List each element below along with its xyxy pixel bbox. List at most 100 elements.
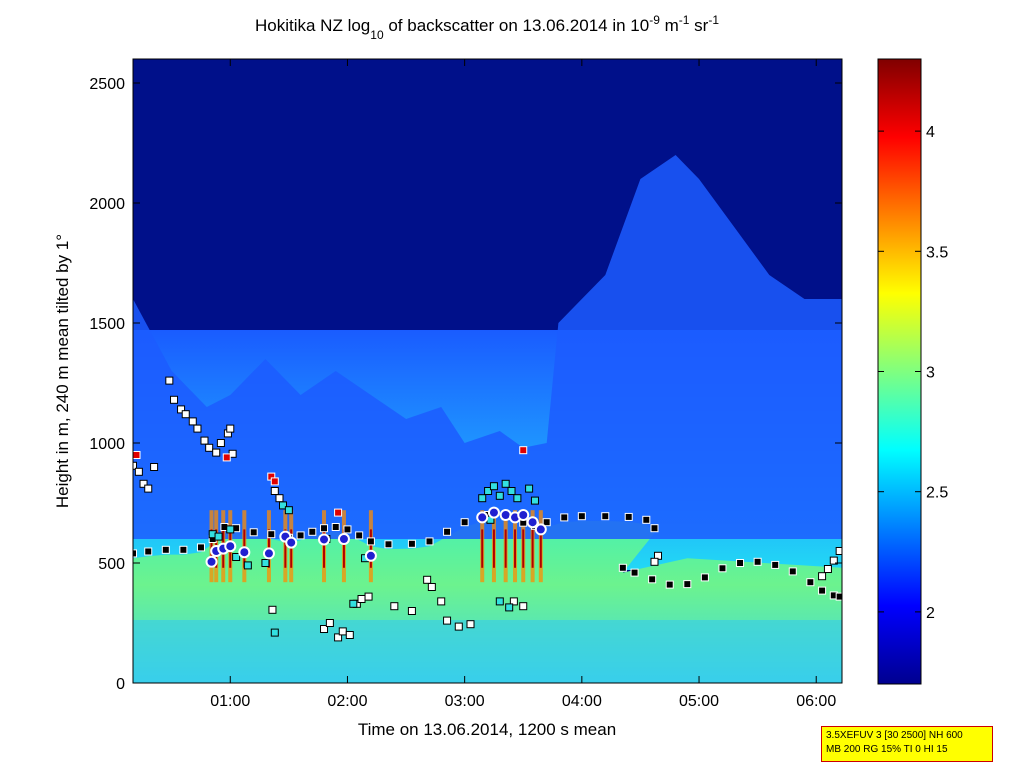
cyan-square-marker <box>261 559 270 567</box>
heatmap-scatter-region <box>133 155 842 539</box>
colorbar-tick-label: 4 <box>926 124 935 141</box>
black-square-marker <box>577 512 586 521</box>
white-square-marker <box>519 602 528 611</box>
backscatter-streak-core <box>290 529 293 568</box>
blue-circle-marker <box>517 509 530 521</box>
y-tick-label: 1500 <box>89 316 125 333</box>
cyan-square-marker <box>484 487 493 495</box>
black-square-marker <box>296 531 305 540</box>
cyan-square-marker <box>214 532 223 541</box>
backscatter-streak-core <box>504 529 507 568</box>
black-square-marker <box>683 580 692 589</box>
blue-circle-marker <box>487 506 500 519</box>
white-square-marker <box>427 583 436 591</box>
colorbar-tick-label: 3 <box>926 365 935 382</box>
blue-circle-marker <box>534 523 547 536</box>
white-square-marker <box>829 556 838 565</box>
plot-frame <box>132 58 843 684</box>
white-square-marker <box>144 484 153 493</box>
cyan-square-marker <box>495 597 504 606</box>
black-square-marker <box>771 560 780 569</box>
black-square-marker <box>718 564 727 573</box>
white-square-marker <box>150 463 159 471</box>
black-square-marker <box>806 578 815 587</box>
x-axis-label: Time on 13.06.2014, 1200 s mean <box>358 720 616 739</box>
blue-circle-marker <box>526 516 539 529</box>
black-square-marker <box>630 568 639 577</box>
x-tick-label: 02:00 <box>327 693 367 710</box>
cyan-square-marker <box>507 487 516 495</box>
white-square-marker <box>334 633 343 642</box>
backscatter-streak-core <box>481 529 484 568</box>
black-square-marker <box>835 592 842 601</box>
white-square-marker <box>338 627 347 636</box>
x-tick-label: 04:00 <box>562 693 602 710</box>
blue-circle-marker <box>476 511 489 524</box>
black-square-marker <box>308 527 317 536</box>
cyan-square-marker <box>279 501 288 510</box>
cyan-square-marker <box>525 484 534 493</box>
red-square-marker <box>133 451 141 459</box>
white-square-marker <box>270 487 279 495</box>
black-square-marker <box>753 557 762 566</box>
black-square-marker <box>320 524 329 533</box>
black-square-marker <box>624 512 633 521</box>
cyan-square-marker <box>489 482 498 491</box>
red-square-marker <box>270 477 279 486</box>
black-square-marker <box>331 523 340 531</box>
white-square-marker <box>325 619 334 627</box>
white-square-marker <box>268 605 277 614</box>
white-square-marker <box>437 597 446 606</box>
black-square-marker <box>443 527 452 536</box>
colorbar-tick-label: 2.5 <box>926 485 948 502</box>
white-square-marker <box>423 575 432 584</box>
black-square-marker <box>648 575 657 584</box>
white-square-marker <box>357 595 366 603</box>
x-axis: 01:00 02:00 03:00 04:00 05:00 06:00 <box>210 59 836 710</box>
backscatter-streak-core <box>522 529 525 568</box>
black-square-marker <box>267 530 276 539</box>
white-square-marker <box>226 424 235 433</box>
backscatter-streak-core <box>369 529 372 568</box>
black-square-marker <box>196 543 205 552</box>
white-square-marker <box>823 565 832 573</box>
white-square-marker <box>133 461 137 470</box>
white-square-marker <box>650 557 659 566</box>
backscatter-streak-core <box>284 529 287 568</box>
black-square-marker <box>425 537 434 546</box>
backscatter-streak-core <box>323 529 326 568</box>
black-square-marker <box>560 513 569 522</box>
layer-markers <box>133 376 842 642</box>
black-square-marker <box>144 547 153 556</box>
y-tick-label: 1000 <box>89 436 125 453</box>
white-square-marker <box>177 405 186 414</box>
black-square-marker <box>818 586 827 595</box>
cyan-square-marker <box>270 628 279 637</box>
chart-title: Hokitika NZ log10 of backscatter on 13.0… <box>255 13 719 42</box>
cyan-square-marker <box>226 525 235 534</box>
white-square-marker <box>212 448 221 457</box>
blue-circle-marker <box>318 533 331 546</box>
white-square-marker <box>193 424 202 433</box>
white-square-marker <box>170 395 179 404</box>
heatmap-ground-haze <box>133 620 842 683</box>
white-square-marker <box>818 572 827 581</box>
x-tick-label: 03:00 <box>445 693 485 710</box>
white-square-marker <box>216 439 225 447</box>
red-square-marker <box>222 453 231 462</box>
backscatter-streak-core <box>492 529 495 568</box>
cyan-square-marker <box>501 479 510 488</box>
colorbar-tick-label: 3.5 <box>926 244 948 261</box>
blue-circle-marker <box>224 540 237 553</box>
white-square-marker <box>835 547 842 555</box>
white-square-marker <box>205 443 214 452</box>
cyan-square-marker <box>513 494 522 503</box>
white-square-marker <box>390 602 399 611</box>
blue-circle-marker <box>205 555 218 568</box>
white-square-marker <box>320 625 329 633</box>
white-square-marker <box>200 436 209 445</box>
black-square-marker <box>133 549 137 558</box>
red-square-marker <box>519 446 528 455</box>
colorbar-ticks: 2 2.5 3 3.5 4 <box>878 124 948 622</box>
